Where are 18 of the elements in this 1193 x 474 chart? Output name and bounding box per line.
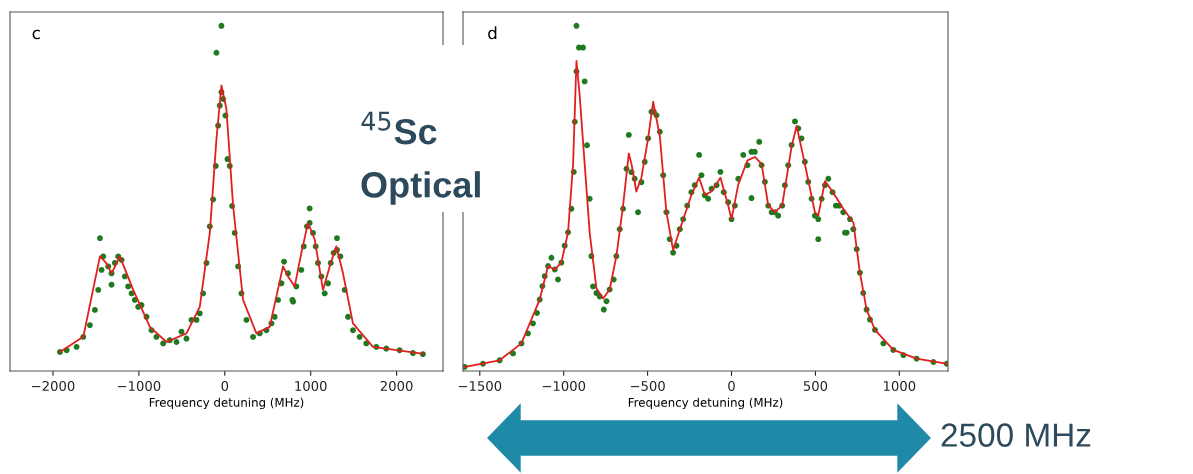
x-tick-label: −1000 bbox=[542, 380, 586, 391]
x-tick-label: 0 bbox=[728, 380, 735, 391]
x-axis-title: Frequency detuning (MHz) bbox=[149, 397, 304, 410]
x-tick-label: −500 bbox=[630, 380, 665, 391]
chart-title: d bbox=[488, 26, 497, 40]
x-tick-label: −1000 bbox=[117, 380, 161, 391]
chart-title: c bbox=[32, 29, 40, 40]
x-tick-label: 1000 bbox=[883, 380, 916, 391]
annotation: $^{45}$Sc bbox=[361, 111, 437, 145]
text: 2500 MHz bbox=[941, 423, 1091, 447]
x-tick-label: 1000 bbox=[295, 380, 327, 391]
x-tick-label: −2000 bbox=[32, 380, 75, 391]
x-tick-label: −1500 bbox=[458, 380, 502, 391]
x-axis-title: Frequency detuning (MHz) bbox=[628, 397, 783, 410]
x-tick-label: 0 bbox=[221, 380, 229, 391]
annotation: Optical bbox=[361, 171, 480, 205]
x-tick-label: 2000 bbox=[380, 380, 413, 391]
x-tick-label: 500 bbox=[803, 380, 828, 391]
